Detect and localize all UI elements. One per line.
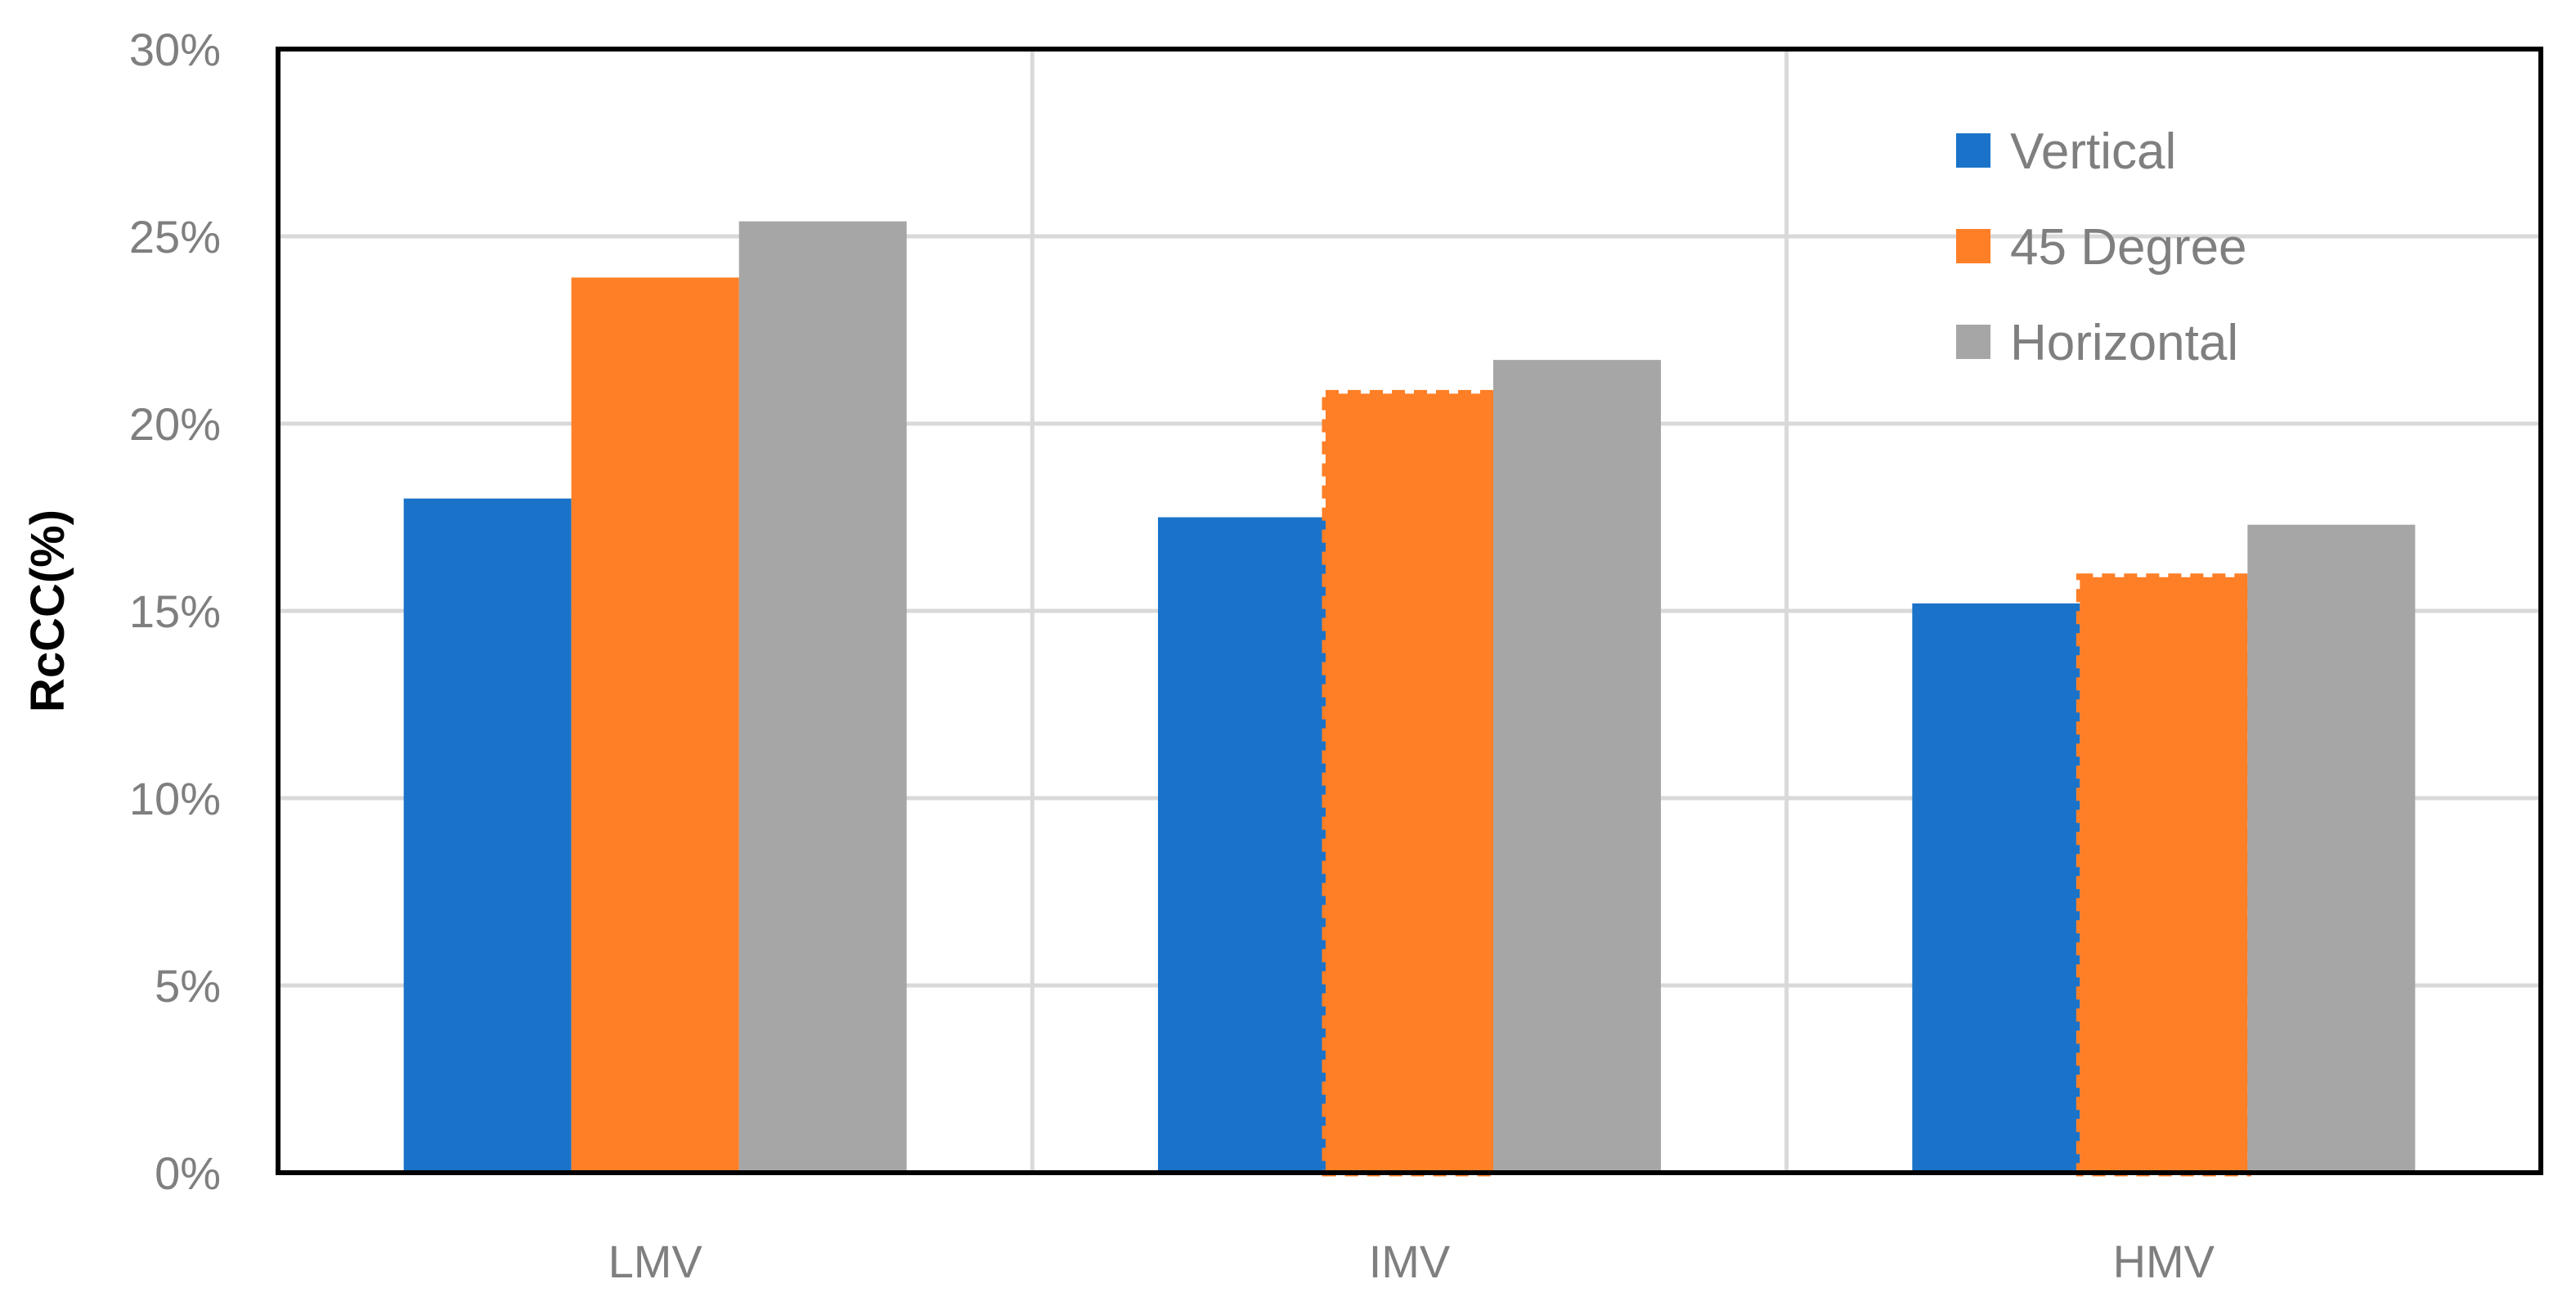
legend-swatch	[1956, 229, 1990, 263]
legend-swatch	[1956, 325, 1990, 359]
y-tick-label: 10%	[129, 773, 221, 824]
legend: Vertical 45 Degree Horizontal	[1956, 123, 2247, 371]
bar-horizontal-imv	[1493, 360, 1661, 1173]
legend-label: Vertical	[2010, 123, 2176, 180]
y-tick-label: 20%	[129, 398, 221, 450]
x-category-label: HMV	[2113, 1236, 2215, 1287]
legend-swatch	[1956, 133, 1990, 168]
y-tick-label: 5%	[155, 960, 221, 1012]
bar-45-degree-hmv	[2076, 573, 2251, 1177]
x-category-label: LMV	[608, 1236, 703, 1287]
legend-label: Horizontal	[2010, 315, 2238, 371]
y-tick-label: 30%	[129, 24, 221, 75]
y-tick-label: 0%	[155, 1147, 221, 1199]
x-category-label: IMV	[1369, 1236, 1451, 1287]
bars	[403, 221, 2416, 1177]
y-tick-label: 25%	[129, 211, 221, 263]
y-axis-ticks: 0% 5% 10% 15% 20% 25% 30%	[129, 24, 221, 1199]
bar-vertical-imv	[1158, 517, 1326, 1173]
bar-vertical-lmv	[403, 498, 572, 1173]
x-axis-categories: LMV IMV HMV	[608, 1236, 2215, 1287]
legend-label: 45 Degree	[2010, 219, 2247, 276]
y-tick-label: 15%	[129, 586, 221, 637]
bar-horizontal-lmv	[738, 221, 907, 1174]
y-axis-title: RcCC(%)	[21, 509, 74, 712]
plot-area-frame	[276, 47, 2543, 1175]
bar-horizontal-hmv	[2247, 524, 2416, 1173]
bar-vertical-hmv	[1912, 603, 2080, 1173]
bar-45-degree-imv	[1322, 389, 1497, 1177]
bar-45-degree-lmv	[571, 277, 739, 1173]
